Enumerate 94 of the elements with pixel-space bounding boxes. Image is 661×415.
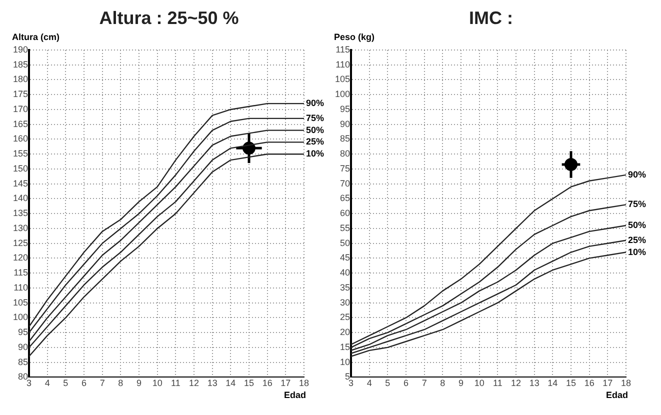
x-tick-label: 11 [493,378,502,388]
x-tick-label: 13 [529,378,540,388]
y-tick-label: 140 [12,193,28,204]
x-tick-label: 16 [584,378,594,388]
y-tick-label: 15 [340,342,350,352]
y-tick-label: 125 [12,238,28,248]
y-tick-label: 105 [12,297,28,308]
x-tick-label: 4 [366,378,372,388]
series-label: 25% [628,234,646,245]
x-tick-label: 9 [458,378,464,388]
y-tick-label: 55 [340,222,350,233]
x-tick-label: 7 [100,378,105,388]
x-tick-label: 3 [348,378,354,388]
y-tick-label: 115 [336,44,350,54]
y-tick-label: 25 [340,312,350,322]
y-tick-label: 85 [18,356,28,367]
y-tick-label: 80 [340,148,350,159]
x-tick-label: 15 [566,378,576,388]
x-tick-label: 12 [189,378,200,388]
x-tick-label: 9 [136,378,142,388]
y-tick-label: 100 [334,89,350,100]
x-tick-label: 10 [152,378,162,388]
series-label: 90% [306,98,324,108]
y-tick-label: 90 [18,342,28,352]
x-tick-label: 8 [440,378,446,388]
series-label: 10% [628,246,646,257]
y-axis-title: Peso (kg) [334,32,375,42]
x-tick-label: 17 [602,378,613,388]
x-axis-title: Edad [606,390,628,400]
y-tick-label: 10 [340,356,350,367]
y-tick-label: 70 [340,178,350,188]
y-tick-label: 130 [12,222,28,233]
series-label: 75% [628,199,646,210]
y-tick-label: 170 [12,104,28,114]
y-tick-label: 135 [12,208,28,218]
x-tick-label: 10 [474,378,484,388]
x-tick-label: 7 [422,378,427,388]
x-tick-label: 3 [26,378,32,388]
y-tick-label: 80 [18,372,28,382]
x-tick-label: 5 [63,378,68,388]
y-tick-label: 190 [12,44,28,54]
series-label: 50% [628,220,646,230]
x-tick-label: 6 [404,378,409,388]
y-tick-label: 65 [340,193,350,204]
y-tick-label: 75 [340,163,350,174]
y-tick-label: 35 [340,282,350,292]
y-tick-label: 30 [340,297,350,308]
x-tick-label: 15 [244,378,254,388]
y-tick-label: 115 [14,268,28,278]
y-tick-label: 165 [12,118,28,129]
x-tick-label: 12 [511,378,522,388]
y-tick-label: 155 [12,148,28,159]
y-tick-label: 20 [340,327,350,338]
y-tick-label: 185 [12,59,28,70]
y-tick-label: 50 [340,238,350,248]
y-tick-label: 105 [334,74,350,84]
y-tick-label: 100 [12,312,28,322]
chart-title: Altura : 25~50 % [98,8,240,30]
series-label: 50% [306,124,324,135]
x-tick-label: 16 [262,378,272,388]
y-tick-label: 110 [336,59,350,70]
y-tick-label: 120 [12,252,28,263]
chart-title: IMC : [468,8,514,30]
x-tick-label: 8 [118,378,124,388]
y-tick-label: 95 [340,104,350,114]
x-axis-title: Edad [284,390,306,400]
x-tick-label: 5 [385,378,390,388]
y-tick-label: 90 [340,118,350,129]
series-label: 75% [306,112,324,123]
x-tick-label: 18 [298,378,310,388]
x-tick-label: 17 [280,378,291,388]
y-tick-label: 110 [14,282,28,292]
x-tick-label: 4 [44,378,50,388]
series-label: 10% [306,148,324,159]
series-label: 90% [628,169,646,180]
y-tick-label: 45 [340,252,350,263]
x-tick-label: 18 [620,378,632,388]
y-tick-label: 180 [12,74,28,84]
y-tick-label: 85 [340,134,350,144]
y-tick-label: 175 [12,89,28,100]
x-tick-label: 14 [548,378,558,388]
series-label: 25% [306,136,324,147]
y-tick-label: 40 [340,268,350,278]
x-tick-label: 13 [207,378,218,388]
y-tick-label: 160 [12,134,28,144]
x-tick-label: 11 [171,378,180,388]
x-tick-label: 14 [226,378,236,388]
y-tick-label: 145 [12,178,28,188]
y-axis-title: Altura (cm) [12,32,60,42]
x-tick-label: 6 [82,378,87,388]
y-tick-label: 150 [12,163,28,174]
y-tick-label: 95 [18,327,28,338]
y-tick-label: 60 [340,208,350,218]
y-tick-label: 5 [345,372,350,382]
